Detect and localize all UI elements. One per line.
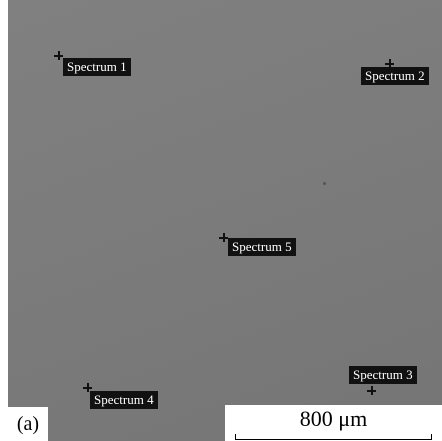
scale-text: 800 μm: [225, 406, 442, 432]
spectrum-label: Spectrum 3: [349, 366, 417, 384]
scale-bar: [235, 434, 432, 440]
spectrum-label: Spectrum 2: [361, 67, 429, 85]
sem-figure: Spectrum 1 Spectrum 2 Spectrum 3 Spectru…: [0, 0, 442, 441]
spectrum-marker: [54, 51, 63, 60]
spectrum-label: Spectrum 4: [90, 391, 158, 409]
spectrum-marker: [219, 233, 228, 242]
spectrum-marker: [367, 386, 376, 395]
spectrum-label: Spectrum 1: [63, 58, 131, 76]
scale-box: 800 μm: [225, 405, 442, 441]
panel-label: (a): [8, 407, 48, 441]
spectrum-label: Spectrum 5: [228, 238, 296, 256]
speck: [323, 182, 326, 185]
